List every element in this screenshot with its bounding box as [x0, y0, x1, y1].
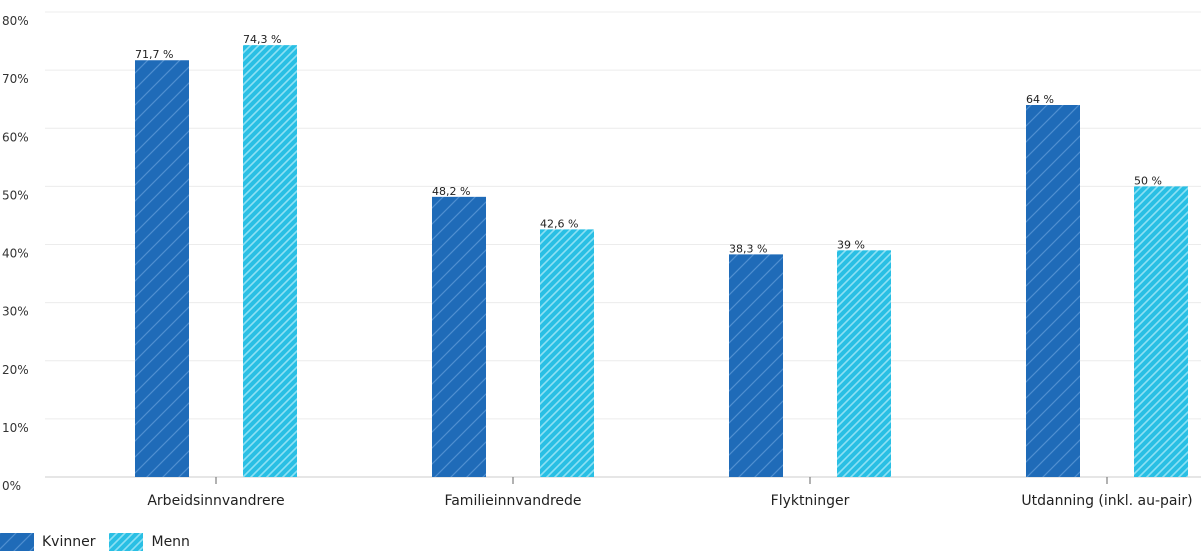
bar-kvinner[interactable]	[135, 60, 189, 478]
data-labels: 71,7 % 74,3 % 48,2 % 42,6 % 38,3 % 39 % 64 % 50…	[135, 33, 1162, 255]
data-label: 50 %	[1134, 174, 1162, 187]
legend-item-kvinner[interactable]: Kvinner	[0, 533, 95, 551]
y-tick-label: 40%	[2, 247, 29, 261]
data-label: 64 %	[1026, 93, 1054, 106]
data-label: 42,6 %	[540, 217, 578, 230]
legend: Kvinner Menn	[0, 532, 204, 552]
data-label: 74,3 %	[243, 33, 281, 46]
gridlines	[45, 11, 1201, 478]
y-tick-label: 80%	[2, 14, 29, 28]
bar-menn[interactable]	[1134, 186, 1188, 477]
y-tick-label: 60%	[2, 130, 29, 144]
y-tick-label: 50%	[2, 188, 29, 202]
bar-menn[interactable]	[243, 45, 297, 477]
bars	[135, 45, 1188, 478]
bar-kvinner[interactable]	[729, 254, 783, 477]
y-tick-label: 30%	[2, 305, 29, 319]
x-category-label: Arbeidsinnvandrere	[147, 493, 284, 509]
bar-kvinner[interactable]	[432, 196, 486, 477]
data-label: 39 %	[837, 238, 865, 251]
legend-swatch-kvinner	[0, 533, 34, 551]
y-tick-label: 0%	[2, 479, 21, 493]
legend-item-menn[interactable]: Menn	[109, 533, 190, 551]
y-tick-label: 70%	[2, 72, 29, 86]
x-category-label: Utdanning (inkl. au-pair)	[1021, 493, 1192, 509]
bar-menn[interactable]	[837, 250, 891, 477]
data-label: 38,3 %	[729, 242, 767, 255]
x-category-label: Flyktninger	[771, 493, 850, 509]
y-axis: 0% 10% 20% 30% 40% 50% 60% 70% 80%	[2, 14, 29, 493]
x-axis: Arbeidsinnvandrere Familieinnvandrede Flyk…	[147, 477, 1193, 509]
legend-swatch-menn	[109, 533, 144, 551]
y-tick-label: 20%	[2, 363, 29, 377]
data-label: 71,7 %	[135, 48, 173, 61]
bar-kvinner[interactable]	[1026, 105, 1080, 477]
x-category-label: Familieinnvandrede	[444, 493, 581, 509]
y-tick-label: 10%	[2, 421, 29, 435]
legend-label-menn: Menn	[151, 534, 190, 550]
bar-menn[interactable]	[540, 229, 594, 477]
legend-label-kvinner: Kvinner	[42, 534, 96, 550]
data-label: 48,2 %	[432, 185, 470, 198]
